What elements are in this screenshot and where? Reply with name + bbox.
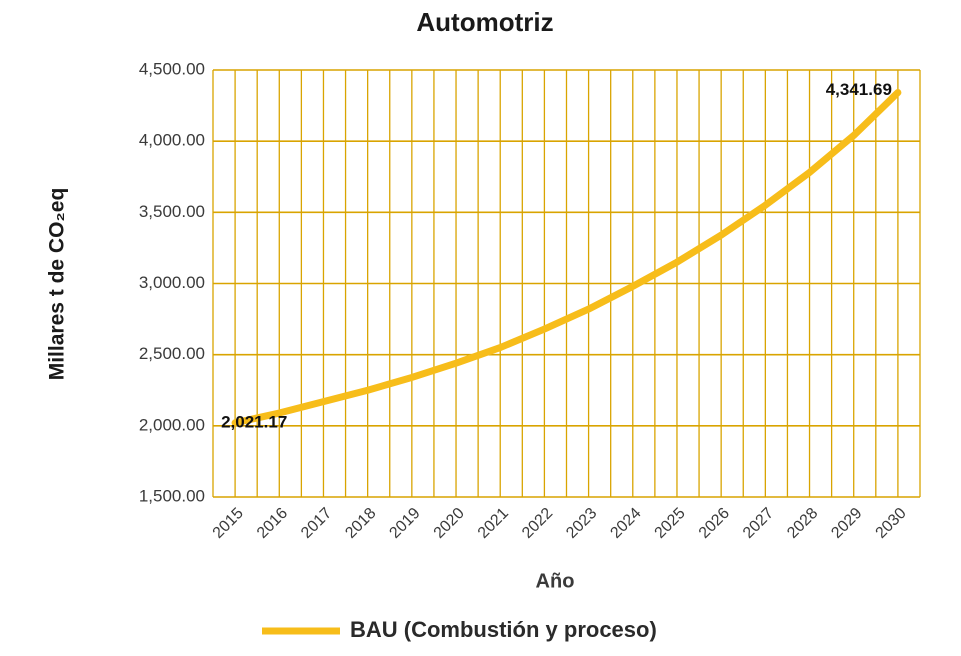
y-tick-label: 1,500.00 xyxy=(139,486,205,505)
x-tick-label: 2015 xyxy=(210,505,247,542)
x-tick-label: 2019 xyxy=(386,505,423,542)
x-tick-label: 2021 xyxy=(475,505,512,542)
x-tick-label: 2024 xyxy=(607,505,644,542)
data-label: 4,341.69 xyxy=(826,80,892,99)
legend-label: BAU (Combustión y proceso) xyxy=(350,617,657,642)
x-tick-label: 2029 xyxy=(828,505,865,542)
x-tick-label: 2027 xyxy=(740,505,777,542)
x-tick-label: 2016 xyxy=(254,505,291,542)
y-tick-label: 2,000.00 xyxy=(139,415,205,434)
y-axis-label: Millares t de CO₂eq xyxy=(46,188,69,381)
data-label: 2,021.17 xyxy=(221,412,287,431)
x-tick-label: 2026 xyxy=(696,505,733,542)
x-tick-label: 2028 xyxy=(784,505,821,542)
x-tick-label: 2022 xyxy=(519,505,556,542)
y-tick-label: 3,500.00 xyxy=(139,202,205,221)
series-line xyxy=(231,89,902,427)
y-tick-label: 4,500.00 xyxy=(139,59,205,78)
x-tick-label: 2017 xyxy=(298,505,335,542)
x-tick-label: 2020 xyxy=(431,505,468,542)
chart-title: Automotriz xyxy=(416,7,553,37)
x-tick-label: 2025 xyxy=(652,505,689,542)
x-tick-label: 2030 xyxy=(873,505,910,542)
y-tick-label: 3,000.00 xyxy=(139,273,205,292)
x-tick-label: 2018 xyxy=(342,505,379,542)
y-tick-label: 2,500.00 xyxy=(139,344,205,363)
y-tick-label: 4,000.00 xyxy=(139,131,205,150)
x-tick-label: 2023 xyxy=(563,505,600,542)
x-axis-label: Año xyxy=(536,570,575,592)
